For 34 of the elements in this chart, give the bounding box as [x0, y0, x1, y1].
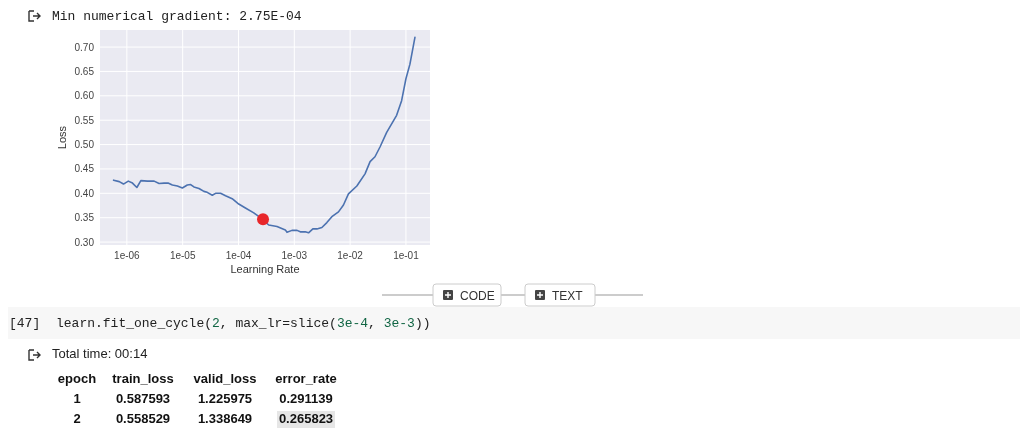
x-axis-title: Learning Rate: [230, 263, 300, 275]
text: 2: [73, 411, 81, 426]
text: 1.225975: [197, 391, 253, 406]
text: TEXT: [552, 288, 584, 303]
x-tick-label: 1e-06: [114, 250, 141, 261]
text: 0.291139: [279, 391, 333, 406]
x-tick-label: 1e-02: [337, 250, 364, 261]
y-tick-label: 0.40: [74, 187, 95, 199]
y-axis-title: Loss: [56, 125, 68, 150]
text: CODE: [460, 288, 495, 303]
text: valid_loss: [193, 371, 257, 386]
text: 0.558529: [115, 411, 171, 426]
x-tick-label: 1e-03: [281, 250, 308, 261]
text: 1.338649: [197, 411, 253, 426]
y-tick-label: 0.30: [74, 236, 95, 248]
y-tick-label: 0.55: [74, 114, 95, 126]
text: Total time: 00:14: [52, 346, 148, 361]
text: 1: [73, 391, 81, 406]
chart-title: Min numerical gradient: 2.75E-04: [52, 9, 302, 24]
y-tick-label: 0.50: [74, 139, 95, 151]
x-tick-label: 1e-04: [225, 250, 252, 261]
text: error_rate: [275, 371, 337, 386]
text: 0.587593: [115, 391, 171, 406]
y-tick-label: 0.70: [74, 41, 95, 53]
y-tick-label: 0.65: [74, 65, 95, 77]
text: [47]: [9, 316, 41, 331]
text: epoch: [57, 371, 97, 386]
y-tick-label: 0.35: [74, 212, 95, 224]
text: learn.fit_one_cycle(2, max_lr=slice(3e-4, 3e-3)): [56, 316, 431, 331]
x-tick-label: 1e-05: [169, 250, 196, 261]
y-tick-label: 0.60: [74, 90, 95, 102]
x-tick-label: 1e-01: [393, 250, 420, 261]
text: train_loss: [112, 371, 174, 386]
y-tick-label: 0.45: [74, 163, 95, 175]
